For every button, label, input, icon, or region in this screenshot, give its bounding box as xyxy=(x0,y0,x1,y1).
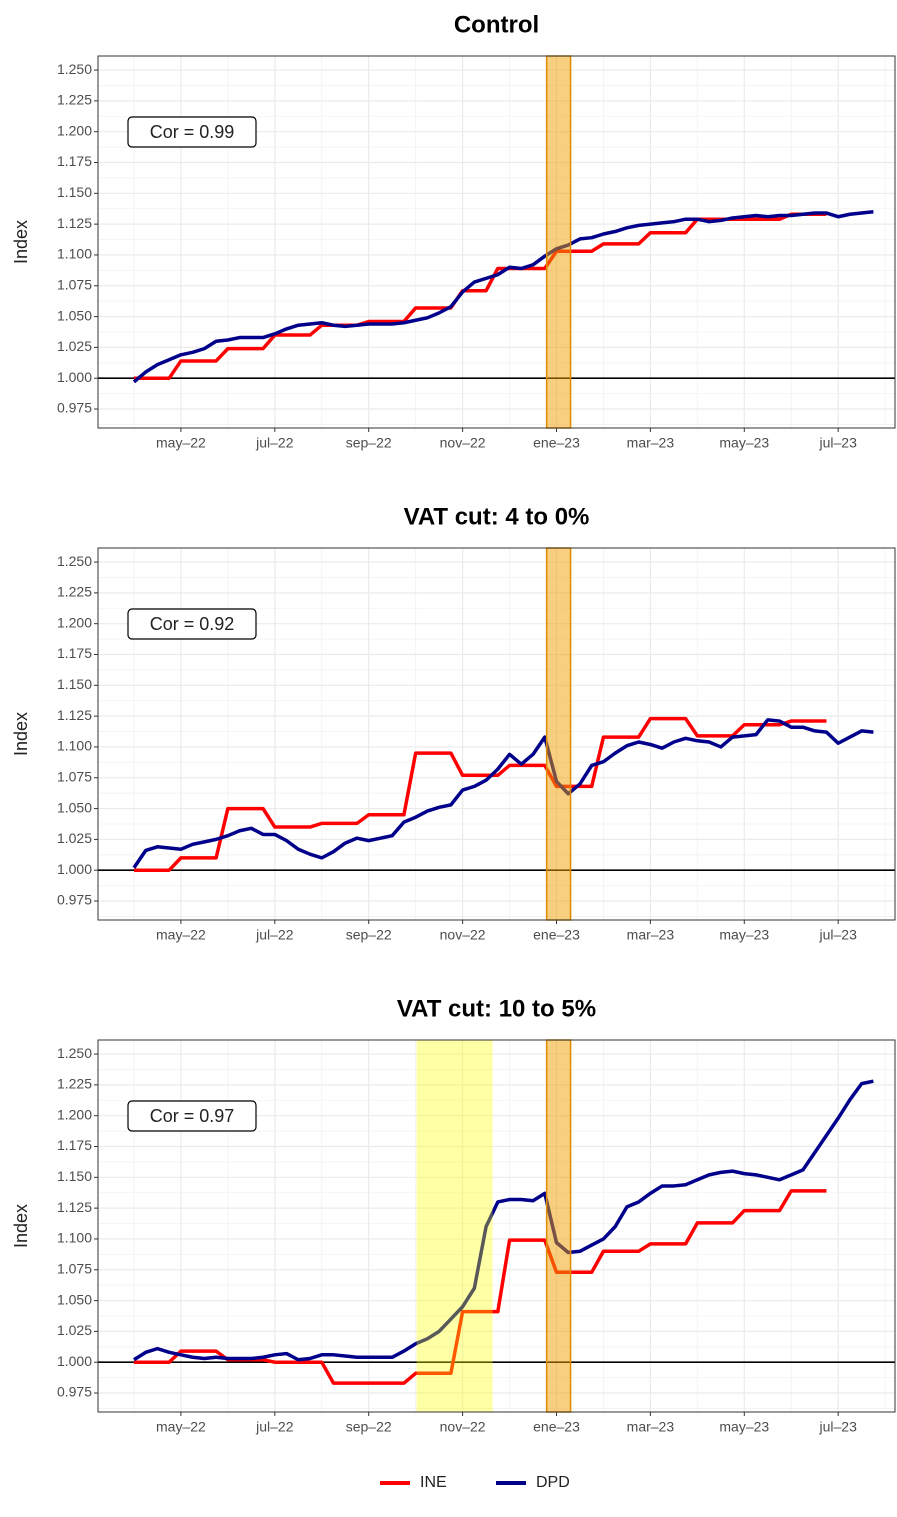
data-line xyxy=(132,718,874,869)
chart-title: VAT cut: 10 to 5% xyxy=(397,995,596,1022)
data-line xyxy=(133,1079,874,1362)
x-tick-label: mar–23 xyxy=(627,1419,675,1435)
y-tick-label: 1.125 xyxy=(57,1199,92,1215)
y-tick-label: 1.125 xyxy=(57,215,92,231)
annotation-box xyxy=(127,608,257,640)
x-tick-label: jul–22 xyxy=(255,927,294,943)
data-line xyxy=(132,210,874,384)
y-tick-label: 1.100 xyxy=(57,246,92,262)
plot-border xyxy=(97,55,896,429)
y-tick-label: 1.175 xyxy=(57,153,92,169)
annotation: Cor = 0.99 xyxy=(150,122,235,142)
x-tick-label: jul–23 xyxy=(819,927,858,943)
x-tick-label: ene–23 xyxy=(533,927,580,943)
y-tick-label: 1.200 xyxy=(57,614,92,630)
x-tick-label: jul–22 xyxy=(255,435,294,451)
highlight-band xyxy=(416,1040,493,1412)
y-tick-label: 0.975 xyxy=(57,1384,92,1400)
x-tick-label: nov–22 xyxy=(440,1419,486,1435)
plot-border xyxy=(97,547,896,921)
x-tick-label: sep–22 xyxy=(346,435,392,451)
y-tick-label: 1.150 xyxy=(57,1168,92,1184)
x-tick-label: ene–23 xyxy=(533,435,580,451)
x-tick-label: jul–22 xyxy=(255,1419,294,1435)
y-tick-label: 1.175 xyxy=(57,1137,92,1153)
y-tick-label: 1.150 xyxy=(57,184,92,200)
highlight-band xyxy=(545,1039,572,1413)
y-tick-label: 1.025 xyxy=(57,830,92,846)
x-tick-label: jul–23 xyxy=(819,435,858,451)
x-tick-label: may–22 xyxy=(156,1419,206,1435)
x-tick-label: sep–22 xyxy=(346,927,392,943)
y-tick-label: 1.050 xyxy=(57,307,92,323)
y-tick-label: 1.100 xyxy=(57,738,92,754)
y-tick-label: 1.150 xyxy=(57,676,92,692)
y-tick-label: 1.050 xyxy=(57,799,92,815)
y-axis-label: Index xyxy=(11,220,31,264)
y-tick-label: 0.975 xyxy=(57,400,92,416)
x-tick-label: jul–23 xyxy=(819,1419,858,1435)
chart-title: VAT cut: 4 to 0% xyxy=(404,503,590,530)
x-tick-label: nov–22 xyxy=(440,435,486,451)
y-axis-label: Index xyxy=(11,1204,31,1248)
y-tick-label: 1.000 xyxy=(57,369,92,385)
x-tick-label: may–22 xyxy=(156,927,206,943)
y-tick-label: 1.000 xyxy=(57,861,92,877)
y-axis-label: Index xyxy=(11,712,31,756)
data-line xyxy=(133,212,827,380)
x-tick-label: may–22 xyxy=(156,435,206,451)
y-tick-label: 1.075 xyxy=(57,1260,92,1276)
annotation-box xyxy=(127,1100,257,1132)
y-tick-label: 1.250 xyxy=(57,553,92,569)
x-tick-label: ene–23 xyxy=(533,1419,580,1435)
plot-background xyxy=(98,56,895,428)
legend-label: INE xyxy=(420,1474,447,1491)
y-tick-label: 1.225 xyxy=(57,584,92,600)
y-tick-label: 1.175 xyxy=(57,645,92,661)
x-tick-label: mar–23 xyxy=(627,435,675,451)
x-tick-label: may–23 xyxy=(719,435,769,451)
y-tick-label: 1.225 xyxy=(57,1076,92,1092)
y-tick-label: 0.975 xyxy=(57,892,92,908)
x-tick-label: may–23 xyxy=(719,1419,769,1435)
plot-border xyxy=(97,1039,896,1413)
y-tick-label: 1.250 xyxy=(57,1045,92,1061)
y-tick-label: 1.050 xyxy=(57,1291,92,1307)
y-tick-label: 1.000 xyxy=(57,1353,92,1369)
y-tick-label: 1.200 xyxy=(57,1106,92,1122)
y-tick-label: 1.250 xyxy=(57,61,92,77)
data-line xyxy=(133,716,827,872)
x-tick-label: mar–23 xyxy=(627,927,675,943)
chart-title: Control xyxy=(454,11,539,38)
y-tick-label: 1.025 xyxy=(57,338,92,354)
y-tick-label: 1.025 xyxy=(57,1322,92,1338)
annotation: Cor = 0.97 xyxy=(150,1106,235,1126)
annotation-box xyxy=(127,116,257,148)
y-tick-label: 1.200 xyxy=(57,122,92,138)
y-tick-label: 1.075 xyxy=(57,276,92,292)
annotation: Cor = 0.92 xyxy=(150,614,235,634)
x-tick-label: sep–22 xyxy=(346,1419,392,1435)
x-tick-label: nov–22 xyxy=(440,927,486,943)
plot-background xyxy=(98,548,895,920)
y-tick-label: 1.125 xyxy=(57,707,92,723)
highlight-band xyxy=(545,547,572,921)
y-tick-label: 1.100 xyxy=(57,1230,92,1246)
highlight-band xyxy=(545,55,572,429)
x-tick-label: may–23 xyxy=(719,927,769,943)
legend-label: DPD xyxy=(536,1474,570,1491)
y-tick-label: 1.225 xyxy=(57,92,92,108)
y-tick-label: 1.075 xyxy=(57,768,92,784)
